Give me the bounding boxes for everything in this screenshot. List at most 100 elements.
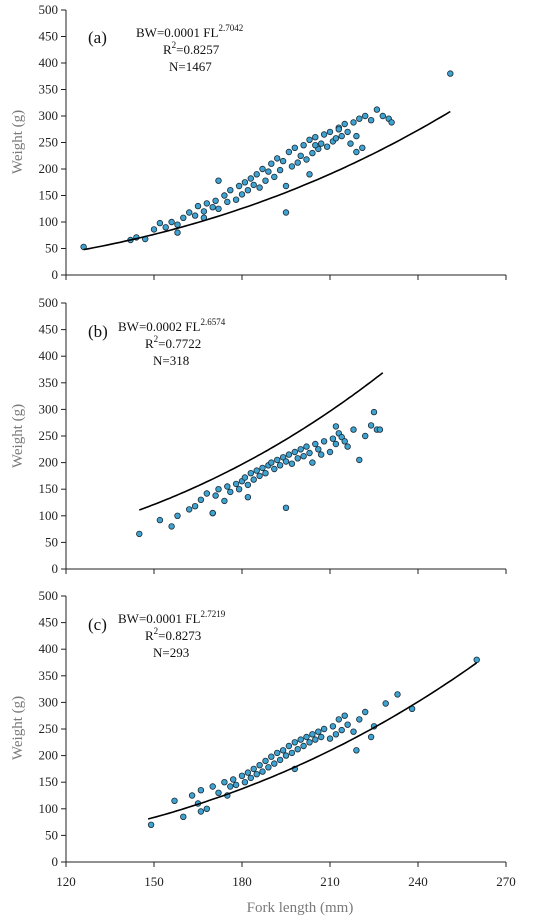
equation-c: BW=0.0001 FL2.7219 (118, 609, 226, 626)
data-point-c (394, 691, 401, 698)
y-tick-label-c: 200 (39, 748, 59, 763)
data-point-a (359, 144, 366, 151)
data-point-a (194, 202, 202, 210)
data-point-c (367, 733, 375, 741)
data-point-b (370, 408, 378, 416)
data-point-a (285, 148, 293, 156)
data-point-c (203, 805, 210, 812)
data-point-c (238, 772, 246, 779)
data-point-a (312, 133, 319, 141)
data-point-a (350, 119, 357, 126)
data-point-b (303, 443, 310, 450)
data-point-c (294, 746, 301, 753)
y-axis-label-a: Weight (g) (10, 110, 26, 174)
data-point-c (247, 774, 254, 782)
data-point-a (335, 126, 342, 133)
equation-prefix-a: BW=0.0001 FL (136, 25, 219, 40)
data-point-b (232, 480, 240, 488)
data-point-a (279, 157, 287, 165)
data-point-b (256, 472, 263, 480)
y-tick-label-b: 500 (39, 295, 59, 310)
data-point-b (309, 459, 316, 466)
data-point-b (221, 497, 228, 505)
data-point-c (473, 656, 480, 663)
data-point-c (227, 783, 234, 790)
data-point-a (356, 115, 363, 122)
data-point-a (282, 182, 290, 190)
data-point-c (350, 728, 357, 735)
data-point-c (338, 726, 345, 734)
data-point-a (238, 191, 246, 198)
data-point-c (285, 742, 293, 750)
data-point-c (306, 739, 313, 746)
y-tick-label-b: 150 (39, 481, 59, 496)
data-point-c (221, 779, 228, 786)
data-point-b (212, 492, 219, 499)
data-point-a (282, 209, 290, 216)
data-point-a (303, 156, 310, 163)
data-point-b (315, 446, 322, 453)
data-point-a (332, 135, 340, 142)
x-tick-label-c: 240 (408, 874, 428, 889)
data-point-b (168, 523, 175, 530)
y-tick-label-c: 250 (39, 721, 59, 736)
x-tick-label-c: 270 (496, 874, 516, 889)
data-point-b (191, 503, 199, 510)
data-point-c (188, 792, 196, 799)
data-point-a (294, 159, 301, 166)
y-tick-label-a: 300 (39, 108, 59, 123)
y-tick-label-a: 150 (39, 188, 59, 203)
data-point-b (291, 448, 298, 456)
panel-label-b: (b) (88, 322, 108, 341)
r-squared-a: R2=0.8257 (163, 40, 220, 57)
y-tick-label-c: 100 (39, 801, 59, 816)
data-point-b (259, 464, 266, 472)
x-tick-label-c: 210 (320, 874, 340, 889)
data-point-c (253, 771, 260, 778)
data-point-a (215, 177, 222, 184)
data-point-a (373, 106, 381, 113)
equation-prefix-c: BW=0.0001 FL (118, 611, 201, 626)
data-point-c (215, 789, 222, 796)
panel-c: Weight (g) (c) BW=0.0001 FL2.7219 R2=0.8… (10, 588, 516, 889)
data-point-c (341, 712, 348, 719)
data-point-c (209, 783, 216, 790)
data-point-b (241, 474, 249, 481)
data-point-b (197, 496, 205, 503)
y-tick-label-c: 0 (52, 854, 59, 869)
data-point-b (262, 470, 269, 477)
data-point-a (180, 214, 187, 221)
data-point-a (80, 243, 87, 251)
data-point-b (356, 456, 363, 464)
data-point-a (224, 198, 231, 206)
data-point-b (344, 443, 351, 450)
fit-curve-c (147, 662, 478, 820)
r-squared-value-b: =0.7722 (158, 336, 201, 351)
data-point-a (215, 205, 222, 212)
data-point-b (209, 509, 216, 517)
y-tick-label-b: 450 (39, 322, 59, 337)
panel-label-a: (a) (88, 28, 107, 47)
data-point-b (276, 462, 284, 469)
sample-size-b: N=318 (153, 353, 189, 368)
data-point-a (221, 192, 228, 199)
y-tick-label-b: 400 (39, 348, 59, 363)
y-tick-label-a: 0 (52, 267, 59, 282)
y-tick-label-a: 250 (39, 135, 59, 150)
data-point-c (309, 731, 316, 738)
fit-curve-a (83, 110, 451, 251)
data-point-a (276, 166, 284, 174)
data-point-c (276, 756, 284, 764)
data-point-c (326, 735, 334, 742)
data-point-b (235, 486, 243, 493)
r-squared-prefix-c: R (145, 628, 154, 643)
data-point-c (262, 757, 269, 765)
data-point-b (329, 435, 337, 442)
y-tick-label-c: 400 (39, 641, 59, 656)
r-squared-sup-c: 2 (154, 626, 159, 636)
data-point-c (279, 747, 287, 754)
data-point-c (382, 700, 389, 707)
y-tick-label-a: 450 (39, 29, 59, 44)
equation-exponent-b: 2.6574 (200, 317, 225, 327)
data-point-c (197, 787, 205, 794)
